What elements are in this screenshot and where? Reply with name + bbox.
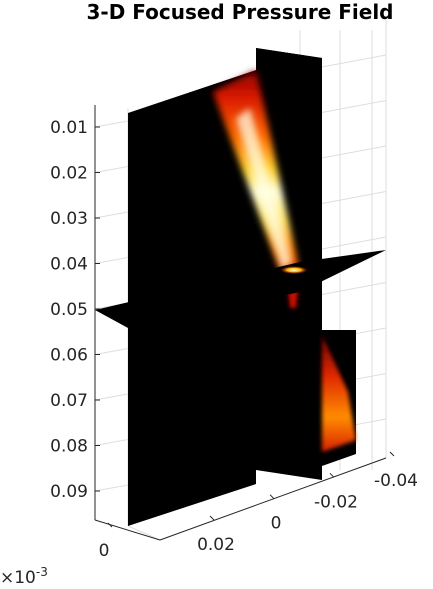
z-tick-label: 0.09: [50, 482, 88, 502]
x-tick-mark: [269, 494, 275, 500]
z-axis-ticks: 0.01 0.02 0.03 0.04 0.05 0.06 0.07 0.08 0.09: [50, 118, 100, 502]
z-tick-label: 0.06: [50, 346, 88, 366]
z-tick-label: 0.07: [50, 391, 88, 411]
x-axis-ticks: 0.02 0 -0.02 -0.04: [197, 451, 418, 555]
y-exponent-label: ×10-3: [0, 565, 48, 588]
z-tick-label: 0.01: [50, 118, 88, 138]
x-tick-mark: [209, 515, 215, 521]
x-tick-label: 0.02: [197, 535, 235, 555]
y-axis: 0 ×10-3: [0, 522, 113, 588]
x-tick-mark: [389, 451, 395, 457]
x-tick-mark: [329, 472, 335, 478]
x-tick-label: 0: [271, 514, 282, 534]
slice-horizontal-plane: [95, 250, 386, 328]
axes-frame: [94, 105, 387, 541]
z-tick-label: 0.02: [50, 164, 88, 184]
x-tick-label: -0.04: [374, 471, 418, 491]
z-tick-label: 0.04: [50, 255, 88, 275]
x-tick-label: -0.02: [314, 492, 358, 512]
chart-title: 3-D Focused Pressure Field: [87, 0, 394, 24]
y-tick-label: 0: [99, 541, 110, 561]
z-tick-label: 0.03: [50, 209, 88, 229]
z-tick-label: 0.08: [50, 437, 88, 457]
z-tick-label: 0.05: [50, 300, 88, 320]
